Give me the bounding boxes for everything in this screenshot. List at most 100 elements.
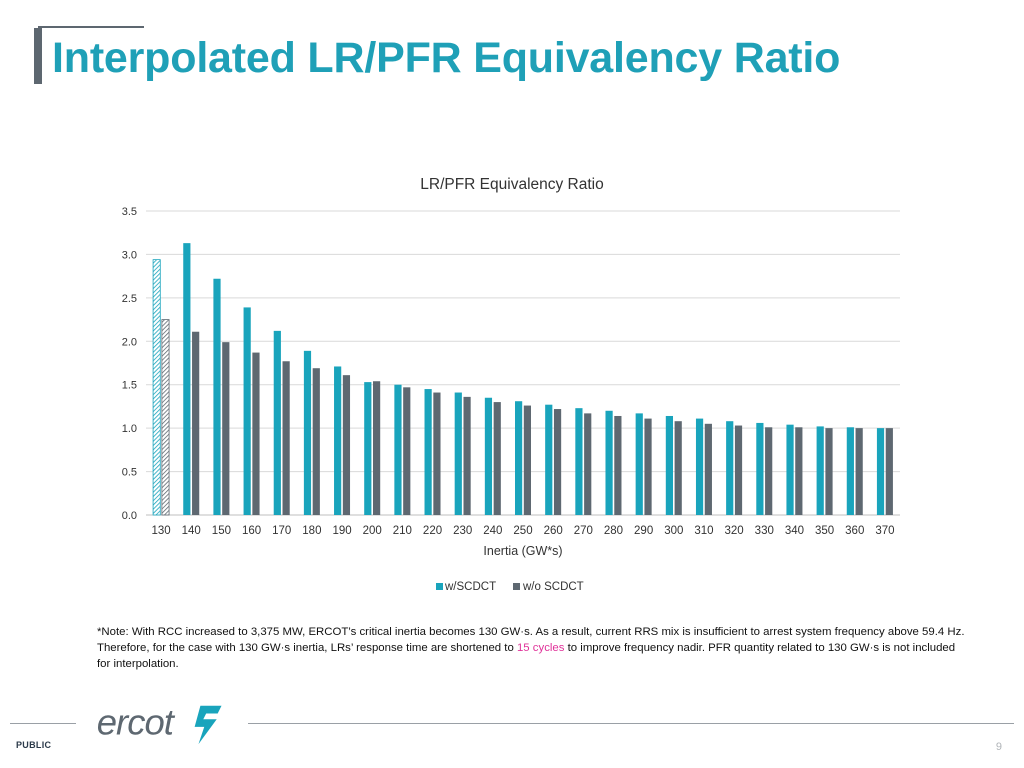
- x-tick-label: 290: [634, 525, 653, 537]
- y-tick-label: 2.0: [122, 336, 137, 348]
- bar-wo-scdct-370: [885, 428, 893, 515]
- logo-wordmark: ercot: [97, 702, 176, 743]
- y-tick-label: 1.0: [122, 423, 137, 435]
- bar-wo-scdct-210: [403, 387, 411, 515]
- bar-wo-scdct-190: [342, 375, 351, 515]
- bar-wo-scdct-290: [644, 418, 652, 515]
- x-tick-label: 220: [423, 525, 442, 537]
- x-tick-label: 270: [574, 525, 593, 537]
- bar-w-scdct-140: [183, 243, 191, 515]
- x-tick-label: 130: [151, 525, 170, 537]
- bar-wo-scdct-260: [553, 409, 562, 515]
- bar-wo-scdct-130: [161, 319, 170, 516]
- y-tick-label: 0.0: [122, 510, 137, 522]
- footnote-text-end: to improve frequency nadir. PFR quantity…: [97, 642, 956, 670]
- bar-w-scdct-220: [424, 389, 432, 515]
- x-tick-label: 250: [513, 525, 532, 537]
- x-tick-label: 360: [845, 525, 864, 537]
- x-tick-label: 140: [182, 525, 201, 537]
- bar-wo-scdct-220: [433, 392, 441, 515]
- footer-divider-left: [10, 723, 76, 724]
- x-axis-label: Inertia (GW*s): [483, 544, 562, 558]
- bar-wo-scdct-280: [614, 415, 622, 515]
- bar-wo-scdct-180: [312, 368, 320, 515]
- x-tick-label: 280: [604, 525, 623, 537]
- x-tick-label: 310: [694, 525, 713, 537]
- ercot-logo: ercot: [97, 702, 222, 745]
- y-tick-label: 2.5: [122, 293, 137, 305]
- legend-swatch-wo-scdct: [513, 583, 520, 590]
- x-tick-label: 330: [755, 525, 774, 537]
- bar-w-scdct-280: [605, 410, 613, 515]
- bar-w-scdct-300: [665, 415, 673, 515]
- y-tick-label: 3.0: [122, 249, 137, 261]
- bar-wo-scdct-320: [734, 425, 743, 515]
- bar-w-scdct-230: [454, 392, 462, 515]
- x-tick-label: 260: [544, 525, 563, 537]
- title-accent-line: [38, 26, 144, 28]
- bar-w-scdct-340: [786, 424, 794, 515]
- x-tick-label: 210: [393, 525, 412, 537]
- bar-wo-scdct-160: [252, 352, 260, 515]
- bar-wo-scdct-300: [674, 421, 682, 515]
- bar-w-scdct-160: [243, 307, 251, 515]
- bar-w-scdct-350: [816, 426, 824, 515]
- x-tick-label: 150: [212, 525, 231, 537]
- y-tick-label: 3.5: [122, 206, 137, 218]
- bar-chart: LR/PFR Equivalency Ratio 0.0 0.5 1.0 1.5 2.0…: [122, 176, 900, 593]
- bar-w-scdct-320: [726, 421, 734, 515]
- bar-wo-scdct-250: [523, 405, 531, 515]
- bar-w-scdct-130: [152, 259, 161, 516]
- footnote: *Note: With RCC increased to 3,375 MW, E…: [97, 624, 967, 672]
- bar-wo-scdct-360: [855, 428, 863, 515]
- y-tick-label: 0.5: [122, 467, 137, 479]
- x-tick-label: 240: [483, 525, 502, 537]
- bar-wo-scdct-350: [825, 428, 833, 515]
- x-tick-label: 300: [664, 525, 683, 537]
- bar-wo-scdct-240: [493, 402, 501, 515]
- logo-bolt-icon: [194, 705, 222, 745]
- bar-w-scdct-310: [695, 418, 704, 515]
- bar-w-scdct-330: [756, 422, 764, 515]
- y-tick-label: 1.5: [122, 380, 137, 392]
- bar-wo-scdct-270: [584, 413, 592, 515]
- legend-swatch-w-scdct: [436, 583, 443, 590]
- bar-w-scdct-200: [364, 382, 372, 515]
- bar-wo-scdct-230: [463, 396, 471, 515]
- chart-legend: w/SCDCT w/o SCDCT: [436, 581, 584, 593]
- x-tick-label: 190: [332, 525, 351, 537]
- bar-w-scdct-270: [575, 408, 583, 515]
- bar-wo-scdct-340: [795, 427, 803, 515]
- bar-w-scdct-250: [515, 401, 523, 515]
- page-number: 9: [995, 741, 1002, 753]
- footnote-text: *Note: With RCC increased to 3,375 MW, E…: [97, 626, 965, 654]
- x-tick-label: 230: [453, 525, 472, 537]
- bar-w-scdct-170: [273, 330, 281, 515]
- title-accent-bar: [34, 28, 42, 84]
- classification-label: PUBLIC: [16, 740, 52, 750]
- x-tick-label: 320: [725, 525, 744, 537]
- bar-w-scdct-260: [545, 404, 553, 515]
- footnote-highlight: 15 cycles: [516, 642, 565, 654]
- x-tick-label: 340: [785, 525, 804, 537]
- footer-divider-right: [248, 723, 1014, 724]
- bar-w-scdct-370: [876, 428, 885, 515]
- bar-wo-scdct-170: [282, 361, 290, 515]
- bar-w-scdct-180: [303, 350, 312, 515]
- bar-w-scdct-210: [394, 384, 402, 515]
- x-tick-label: 180: [302, 525, 321, 537]
- bar-w-scdct-240: [484, 397, 493, 515]
- x-tick-label: 350: [815, 525, 834, 537]
- bar-wo-scdct-310: [704, 423, 712, 515]
- x-tick-label: 170: [272, 525, 291, 537]
- bar-w-scdct-360: [846, 427, 854, 515]
- legend-label-w-scdct: w/SCDCT: [444, 581, 496, 593]
- x-tick-label: 200: [363, 525, 382, 537]
- x-tick-label: 370: [875, 525, 894, 537]
- bar-wo-scdct-330: [765, 427, 773, 515]
- bar-w-scdct-190: [334, 366, 342, 515]
- legend-label-wo-scdct: w/o SCDCT: [522, 581, 584, 593]
- bar-wo-scdct-140: [192, 331, 200, 515]
- bar-w-scdct-150: [213, 278, 221, 515]
- x-tick-label: 160: [242, 525, 261, 537]
